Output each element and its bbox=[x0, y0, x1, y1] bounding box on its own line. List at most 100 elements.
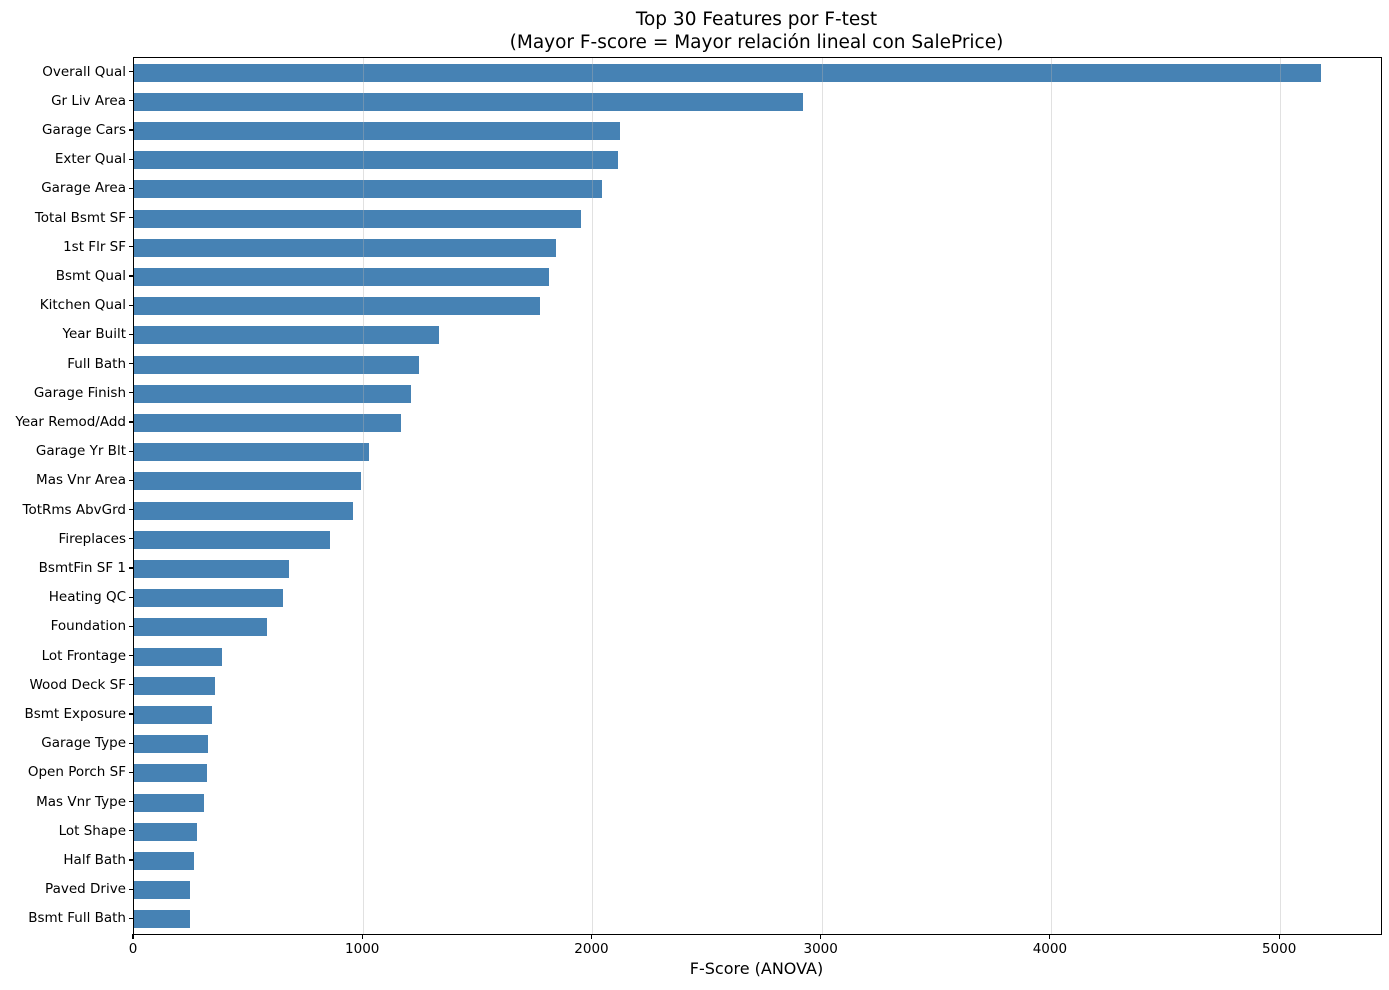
y-tick-mark bbox=[129, 596, 134, 598]
y-tick-mark bbox=[129, 859, 134, 861]
x-tick-mark bbox=[820, 934, 822, 939]
y-tick-label-total-bsmt-sf: Total Bsmt SF bbox=[34, 209, 126, 226]
bar-year-built bbox=[134, 326, 439, 345]
y-tick-label-mas-vnr-type: Mas Vnr Type bbox=[36, 793, 126, 810]
x-tick-label-5000: 5000 bbox=[1261, 941, 1297, 957]
bar-totrms-abvgrd bbox=[134, 501, 353, 520]
y-tick-label-lot-frontage: Lot Frontage bbox=[41, 647, 126, 664]
bar-heating-qc bbox=[134, 589, 283, 608]
y-tick-mark bbox=[129, 509, 134, 511]
bar-exter-qual bbox=[134, 151, 619, 170]
y-tick-mark bbox=[129, 771, 134, 773]
x-tick-label-4000: 4000 bbox=[1032, 941, 1068, 957]
bar-year-remod-add bbox=[134, 414, 402, 432]
y-tick-label-open-porch-sf: Open Porch SF bbox=[27, 764, 126, 781]
y-tick-mark bbox=[129, 742, 134, 744]
y-tick-mark bbox=[129, 538, 134, 540]
x-tick-label-1000: 1000 bbox=[345, 941, 380, 957]
bar-overall-qual bbox=[134, 63, 1322, 82]
bar-garage-area bbox=[134, 180, 602, 199]
y-tick-mark bbox=[129, 187, 134, 189]
gridline-x-1000 bbox=[363, 58, 365, 934]
y-tick-label-1st-flr-sf: 1st Flr SF bbox=[63, 238, 126, 255]
bar-mas-vnr-type bbox=[134, 793, 204, 812]
gridline-x-4000 bbox=[1050, 58, 1052, 934]
bar-lot-shape bbox=[134, 822, 198, 841]
bar-total-bsmt-sf bbox=[134, 209, 581, 228]
x-tick-mark bbox=[590, 934, 593, 939]
x-tick-mark bbox=[361, 934, 363, 939]
y-tick-label-overall-qual: Overall Qual bbox=[42, 63, 126, 80]
y-tick-label-exter-qual: Exter Qual bbox=[54, 151, 126, 168]
y-tick-mark bbox=[129, 246, 134, 248]
bar-bsmt-full-bath bbox=[134, 910, 190, 929]
bar-garage-type bbox=[134, 735, 208, 754]
y-tick-label-half-bath: Half Bath bbox=[63, 852, 126, 868]
bar-full-bath bbox=[134, 355, 419, 374]
y-tick-mark bbox=[129, 655, 134, 657]
bar-bsmt-exposure bbox=[134, 706, 212, 724]
plot-area bbox=[133, 57, 1382, 935]
y-tick-label-bsmt-full-bath: Bsmt Full Bath bbox=[28, 910, 126, 927]
gridline-x-3000 bbox=[821, 58, 823, 934]
gridline-x-5000 bbox=[1280, 58, 1282, 934]
y-tick-mark bbox=[129, 888, 134, 890]
y-tick-label-lot-shape: Lot Shape bbox=[58, 822, 126, 839]
y-tick-mark bbox=[129, 450, 134, 452]
gridline-x-2000 bbox=[592, 58, 594, 934]
y-tick-label-bsmt-exposure: Bsmt Exposure bbox=[24, 706, 126, 722]
y-tick-label-year-built: Year Built bbox=[62, 326, 127, 343]
y-tick-label-heating-qc: Heating QC bbox=[48, 589, 126, 606]
bar-garage-cars bbox=[134, 122, 620, 140]
y-tick-mark bbox=[129, 567, 134, 569]
y-tick-label-garage-type: Garage Type bbox=[41, 735, 126, 752]
y-tick-mark bbox=[129, 830, 134, 832]
y-tick-mark bbox=[129, 158, 134, 160]
y-tick-label-foundation: Foundation bbox=[50, 618, 126, 635]
y-tick-label-bsmt-qual: Bsmt Qual bbox=[55, 268, 126, 284]
y-tick-mark bbox=[129, 129, 134, 131]
y-tick-mark bbox=[129, 217, 134, 219]
y-tick-label-mas-vnr-area: Mas Vnr Area bbox=[36, 472, 126, 489]
y-tick-label-garage-yr-blt: Garage Yr Blt bbox=[35, 443, 126, 460]
x-tick-label-3000: 3000 bbox=[803, 941, 838, 957]
y-tick-label-fireplaces: Fireplaces bbox=[58, 530, 126, 547]
bar-foundation bbox=[134, 618, 267, 637]
y-tick-label-kitchen-qual: Kitchen Qual bbox=[39, 297, 126, 314]
chart-title-line1: Top 30 Features por F-test bbox=[635, 9, 878, 30]
y-tick-label-bsmtfin-sf-1: BsmtFin SF 1 bbox=[38, 560, 126, 576]
y-tick-mark bbox=[129, 801, 134, 803]
x-tick-label-0: 0 bbox=[128, 941, 138, 957]
y-tick-label-wood-deck-sf: Wood Deck SF bbox=[29, 676, 126, 693]
x-tick-label-2000: 2000 bbox=[574, 941, 609, 957]
bar-mas-vnr-area bbox=[134, 472, 361, 491]
y-tick-mark bbox=[129, 275, 134, 277]
bar-wood-deck-sf bbox=[134, 676, 216, 695]
bar-half-bath bbox=[134, 852, 195, 870]
x-tick-mark bbox=[1049, 934, 1051, 939]
y-tick-label-garage-cars: Garage Cars bbox=[41, 122, 126, 138]
chart-title: Top 30 Features por F-test (Mayor F-scor… bbox=[133, 8, 1380, 54]
y-tick-mark bbox=[129, 421, 134, 423]
bar-garage-finish bbox=[134, 384, 412, 403]
y-tick-mark bbox=[129, 479, 134, 481]
y-tick-mark bbox=[129, 917, 134, 919]
y-tick-label-garage-finish: Garage Finish bbox=[33, 384, 126, 401]
y-tick-label-totrms-abvgrd: TotRms AbvGrd bbox=[22, 501, 127, 518]
bar-fireplaces bbox=[134, 530, 330, 549]
y-tick-mark bbox=[129, 100, 134, 102]
y-tick-label-year-remod-add: Year Remod/Add bbox=[15, 414, 126, 430]
bar-lot-frontage bbox=[134, 647, 223, 666]
y-tick-mark bbox=[129, 333, 134, 335]
y-tick-label-garage-area: Garage Area bbox=[41, 180, 126, 197]
bar-kitchen-qual bbox=[134, 297, 540, 316]
y-tick-mark bbox=[129, 713, 134, 715]
y-tick-mark bbox=[129, 392, 134, 394]
y-tick-mark bbox=[129, 363, 134, 365]
bar-open-porch-sf bbox=[134, 764, 207, 783]
y-tick-mark bbox=[129, 684, 134, 686]
y-tick-label-paved-drive: Paved Drive bbox=[45, 881, 126, 898]
y-tick-mark bbox=[129, 71, 134, 73]
y-tick-label-full-bath: Full Bath bbox=[67, 355, 126, 372]
